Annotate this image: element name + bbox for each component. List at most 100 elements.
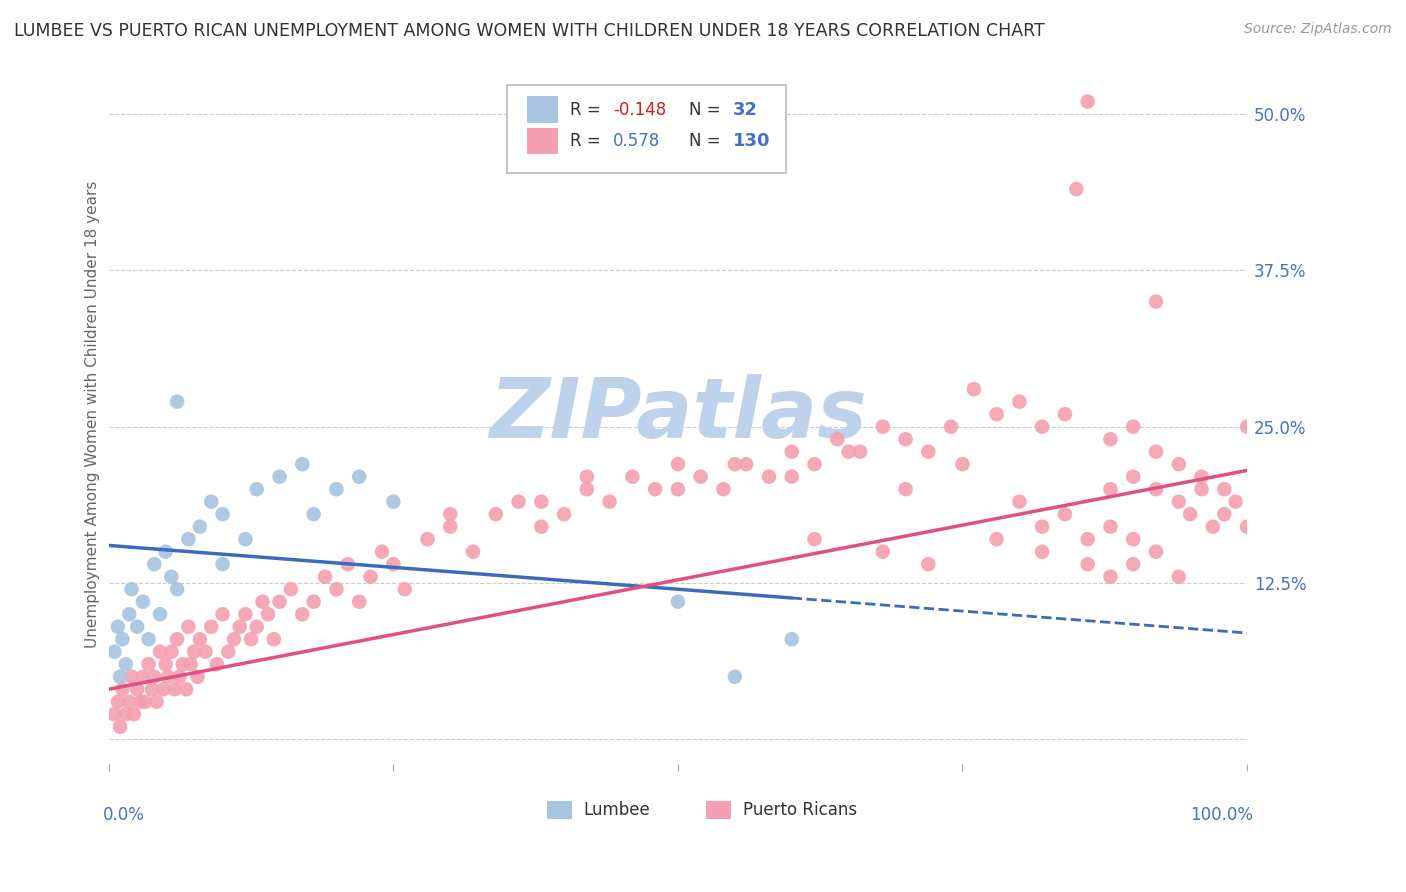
Point xyxy=(347,469,370,483)
Point xyxy=(211,558,233,572)
Point xyxy=(1008,394,1031,409)
Point xyxy=(174,682,197,697)
Point xyxy=(145,695,167,709)
FancyBboxPatch shape xyxy=(508,85,786,172)
Point xyxy=(127,682,149,697)
Point xyxy=(1122,419,1144,434)
Point xyxy=(666,482,689,496)
Point xyxy=(939,419,962,434)
Point xyxy=(149,607,172,622)
Point xyxy=(129,695,152,709)
Point xyxy=(1167,494,1189,508)
Point xyxy=(1122,558,1144,572)
Point xyxy=(187,670,209,684)
Point xyxy=(177,620,200,634)
Point xyxy=(1144,444,1167,458)
Point xyxy=(644,482,666,496)
Point xyxy=(780,469,803,483)
Point xyxy=(166,632,188,647)
Point xyxy=(302,507,325,521)
Point xyxy=(1099,432,1122,446)
Point xyxy=(325,582,347,597)
Point xyxy=(1213,507,1236,521)
Point xyxy=(134,695,156,709)
Point xyxy=(485,507,508,521)
Point xyxy=(553,507,575,521)
Point xyxy=(228,620,250,634)
Text: 130: 130 xyxy=(733,132,770,150)
Text: R =: R = xyxy=(569,132,606,150)
Point xyxy=(872,419,894,434)
Point xyxy=(269,469,291,483)
Text: 100.0%: 100.0% xyxy=(1189,806,1253,824)
Text: R =: R = xyxy=(569,101,606,119)
Text: LUMBEE VS PUERTO RICAN UNEMPLOYMENT AMONG WOMEN WITH CHILDREN UNDER 18 YEARS COR: LUMBEE VS PUERTO RICAN UNEMPLOYMENT AMON… xyxy=(14,22,1045,40)
Point xyxy=(152,682,174,697)
Point xyxy=(1053,507,1076,521)
Point xyxy=(1077,95,1099,109)
Point xyxy=(107,695,129,709)
Point xyxy=(132,595,155,609)
Point xyxy=(211,607,233,622)
Point xyxy=(1122,532,1144,546)
Point xyxy=(360,570,382,584)
Point xyxy=(1066,182,1088,196)
Point xyxy=(160,570,183,584)
Point xyxy=(108,720,131,734)
Point xyxy=(132,670,155,684)
Point xyxy=(111,682,134,697)
Point xyxy=(986,407,1008,421)
Point xyxy=(188,632,211,647)
Point xyxy=(461,545,484,559)
Point xyxy=(118,695,141,709)
Point xyxy=(1178,507,1201,521)
Point xyxy=(149,645,172,659)
Point xyxy=(530,519,553,533)
Point xyxy=(1191,482,1213,496)
Point xyxy=(108,670,131,684)
Point xyxy=(724,457,747,471)
Text: Lumbee: Lumbee xyxy=(583,801,650,819)
Point xyxy=(1122,469,1144,483)
Point xyxy=(689,469,711,483)
Point xyxy=(188,519,211,533)
Text: -0.148: -0.148 xyxy=(613,101,666,119)
Text: N =: N = xyxy=(689,101,725,119)
Point xyxy=(1236,519,1258,533)
Point xyxy=(666,595,689,609)
Text: Source: ZipAtlas.com: Source: ZipAtlas.com xyxy=(1244,22,1392,37)
Point xyxy=(172,657,194,672)
Point xyxy=(336,558,359,572)
Point xyxy=(235,532,257,546)
Point xyxy=(1099,519,1122,533)
Point xyxy=(1236,419,1258,434)
Point xyxy=(780,444,803,458)
Point xyxy=(156,670,179,684)
Point xyxy=(1031,519,1053,533)
Point xyxy=(325,482,347,496)
Point xyxy=(222,632,245,647)
Point xyxy=(735,457,758,471)
Point xyxy=(803,457,825,471)
Point xyxy=(200,620,222,634)
Point xyxy=(894,432,917,446)
Point xyxy=(1213,482,1236,496)
Point xyxy=(257,607,280,622)
Point xyxy=(575,469,598,483)
Point xyxy=(246,620,269,634)
Point xyxy=(143,558,166,572)
Point xyxy=(827,432,849,446)
Point xyxy=(963,382,986,396)
Point xyxy=(235,607,257,622)
Point xyxy=(183,645,205,659)
Point xyxy=(194,645,217,659)
Point xyxy=(1144,482,1167,496)
FancyBboxPatch shape xyxy=(706,801,731,819)
Point xyxy=(1077,558,1099,572)
Point xyxy=(291,457,314,471)
Point xyxy=(724,670,747,684)
Point xyxy=(1144,294,1167,309)
Point xyxy=(917,444,939,458)
Point xyxy=(205,657,228,672)
Point xyxy=(713,482,735,496)
